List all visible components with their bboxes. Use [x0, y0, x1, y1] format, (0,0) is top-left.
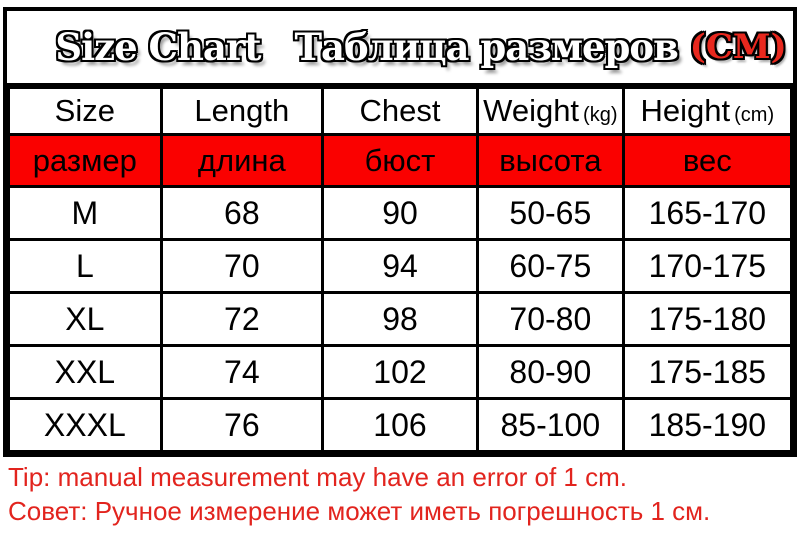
header-row-russian: размер длина бюст высота вес	[7, 133, 794, 188]
header-weight-label: Weight	[483, 93, 580, 128]
cell-chest: 106	[320, 397, 480, 453]
cell-chest: 98	[320, 291, 480, 347]
cell-length: 68	[159, 185, 324, 241]
cell-weight: 60-75	[476, 238, 625, 294]
header-chest-label: Chest	[359, 93, 441, 128]
cell-length: 76	[159, 397, 324, 453]
tip-english: Tip: manual measurement may have an erro…	[8, 462, 627, 492]
header-weight: Weight (kg)	[476, 86, 625, 136]
cell-height: 185-190	[621, 397, 794, 453]
cell-size: XXXL	[7, 397, 163, 453]
cell-chest: 94	[320, 238, 480, 294]
cell-length: 70	[159, 238, 324, 294]
header-ru-dlina: длина	[159, 133, 324, 188]
table-row-xxl: XXL 74 102 80-90 175-185	[7, 344, 794, 400]
table-row-xl: XL 72 98 70-80 175-180	[7, 291, 794, 347]
measurement-tips: Tip: manual measurement may have an erro…	[8, 460, 710, 528]
header-row-english: Size Length Chest Weight (kg) Height (cm)	[7, 86, 794, 136]
tip-russian: Совет: Ручное измерение может иметь погр…	[8, 496, 711, 526]
header-size: Size	[7, 86, 163, 136]
header-length: Length	[159, 86, 324, 136]
header-weight-unit: (kg)	[583, 104, 618, 126]
header-ru-vysota: высота	[476, 133, 625, 188]
cell-length: 72	[159, 291, 324, 347]
header-ru-razmer: размер	[7, 133, 163, 188]
cell-height: 170-175	[621, 238, 794, 294]
cell-size: M	[7, 185, 163, 241]
header-ru-byust: бюст	[320, 133, 480, 188]
chart-title: Size Chart Таблица размеров (CM)	[7, 11, 793, 86]
title-unit-cm: (CM)	[689, 27, 787, 67]
table-row-m: M 68 90 50-65 165-170	[7, 185, 794, 241]
table-row-xxxl: XXXL 76 106 85-100 185-190	[7, 397, 794, 453]
title-english: Size Chart	[55, 25, 261, 69]
cell-size: XL	[7, 291, 163, 347]
header-chest: Chest	[320, 86, 480, 136]
cell-weight: 80-90	[476, 344, 625, 400]
cell-chest: 90	[320, 185, 480, 241]
header-size-label: Size	[54, 93, 115, 128]
cell-chest: 102	[320, 344, 480, 400]
cell-weight: 85-100	[476, 397, 625, 453]
header-ru-ves: вес	[621, 133, 794, 188]
header-height-label: Height	[640, 93, 731, 128]
cell-height: 175-180	[621, 291, 794, 347]
size-table: Size Length Chest Weight (kg) Height (cm) …	[7, 86, 794, 453]
header-height: Height (cm)	[621, 86, 794, 136]
cell-weight: 70-80	[476, 291, 625, 347]
table-row-l: L 70 94 60-75 170-175	[7, 238, 794, 294]
cell-height: 165-170	[621, 185, 794, 241]
header-height-unit: (cm)	[734, 104, 775, 126]
header-length-label: Length	[194, 93, 290, 128]
cell-length: 74	[159, 344, 324, 400]
cell-size: XXL	[7, 344, 163, 400]
cell-height: 175-185	[621, 344, 794, 400]
cell-weight: 50-65	[476, 185, 625, 241]
size-chart-frame: Size Chart Таблица размеров (CM) Size Le…	[3, 7, 797, 457]
cell-size: L	[7, 238, 163, 294]
title-russian: Таблица размеров	[294, 25, 678, 69]
